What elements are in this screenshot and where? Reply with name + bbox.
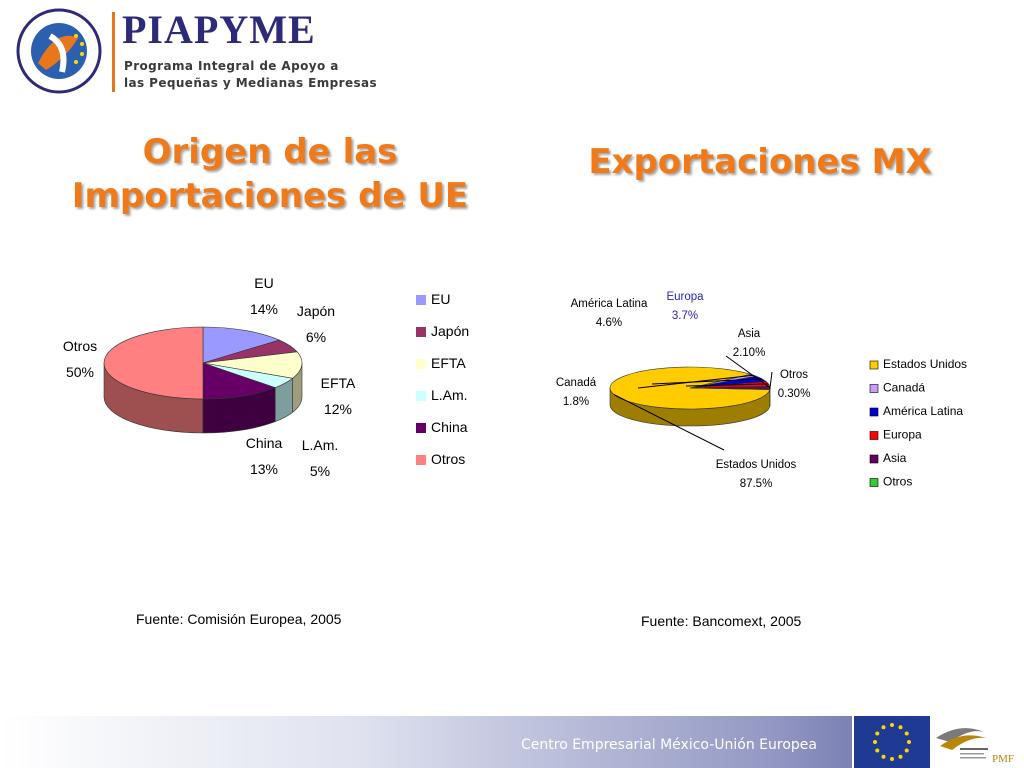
pie-slice-efta [202, 351, 303, 379]
eu-star-icon [898, 754, 903, 759]
data-label-otros: Otros 50% [63, 338, 97, 380]
data-label-europa: Europa 3.7% [666, 291, 704, 322]
logo-subtitle: Programa Integral de Apoyo a las Pequeña… [124, 58, 377, 92]
eu-star-icon [904, 731, 909, 736]
chart-legend: Estados Unidos Canadá América Latina Europa… [869, 357, 967, 489]
eu-star-icon [890, 723, 894, 727]
legend-label-eu: EU [431, 291, 450, 307]
leader-line-america-latina [651, 378, 762, 385]
eu-flag-icon [854, 716, 930, 768]
eu-star-icon [873, 740, 877, 744]
data-label-l-am: L.Am. 5% [302, 437, 339, 479]
leader-line-otros [769, 371, 773, 390]
data-label-estados-unidos: Estados Unidos 87.5% [716, 459, 797, 490]
secretaria-economia-emblem-logo: PMF [930, 716, 1024, 768]
legend-label-asia: Asia [883, 451, 907, 465]
legend-label-estados-unidos: Estados Unidos [883, 357, 967, 371]
eu-star-icon [898, 725, 903, 730]
legend-label-canada: Canadá [883, 381, 925, 395]
legend-swatch-europa [869, 431, 879, 440]
logo-divider [112, 12, 115, 92]
imports-title-line-2: Importaciones de UE [71, 176, 469, 216]
pie-slice-eu [202, 326, 281, 364]
leader-line-asia [725, 355, 771, 389]
imports-title: Origen de las Importaciones de UE [40, 130, 500, 218]
leader-line-europa [685, 383, 769, 387]
data-label-america-latina: América Latina 4.6% [571, 298, 648, 329]
legend-swatch-japon [416, 327, 426, 337]
logo-title: PIAPYME [122, 7, 316, 52]
pie-slice-otros [103, 326, 204, 400]
exports-pie-chart: Estados Unidos 87.5% Canadá 1.8% América Lat… [556, 291, 967, 490]
eu-star-icon [907, 740, 911, 744]
legend-label-europa: Europa [883, 428, 922, 442]
eu-star-icon [904, 748, 909, 753]
legend-swatch-otros [869, 478, 879, 487]
exports-title: Exportaciones MX [588, 142, 932, 182]
legend-swatch-eu [416, 295, 426, 305]
data-label-china: China 13% [246, 435, 283, 477]
centro-empresarial-seal-logo [16, 8, 102, 94]
legend-label-japon: Japón [431, 323, 469, 339]
eu-star-icon [875, 731, 880, 736]
legend-swatch-l-am [416, 391, 426, 401]
legend-swatch-china [416, 423, 426, 433]
data-label-eu: EU 14% [250, 275, 278, 317]
eu-star-icon [881, 754, 886, 759]
imports-source-note: Fuente: Comisión Europea, 2005 [136, 611, 342, 627]
svg-text:PMF: PMF [992, 753, 1014, 765]
imports-title-line-1: Origen de las [142, 132, 398, 172]
leader-line-estados-unidos [613, 394, 725, 451]
footer-text: Centro Empresarial México-Unión Europea [521, 737, 817, 753]
footer-divider [852, 716, 854, 768]
logo-subtitle-line-1: Programa Integral de Apoyo a [124, 59, 339, 73]
legend-label-otros: Otros [883, 475, 912, 489]
legend-label-otros: Otros [431, 451, 465, 467]
legend-swatch-efta [416, 359, 426, 369]
data-label-japon: Japón 6% [297, 303, 335, 345]
pie-slice-china [202, 362, 277, 400]
legend-swatch-estados-unidos [869, 360, 879, 370]
chart-legend: EU Japón EFTA L.Am. China Otros [416, 291, 469, 467]
eu-star-icon [881, 725, 886, 730]
exports-source-note: Fuente: Bancomext, 2005 [641, 613, 802, 629]
legend-label-l-am: L.Am. [431, 387, 468, 403]
data-label-efta: EFTA 12% [321, 375, 356, 417]
eu-star-icon [890, 757, 894, 761]
legend-label-efta: EFTA [431, 355, 466, 371]
data-label-asia: Asia 2.10% [733, 328, 766, 359]
data-label-otros: Otros 0.30% [778, 369, 811, 400]
legend-label-america-latina: América Latina [883, 404, 963, 418]
legend-swatch-america-latina [869, 407, 879, 417]
legend-label-china: China [431, 419, 468, 435]
legend-swatch-canada [869, 384, 879, 393]
logo-subtitle-line-2: las Pequeñas y Medianas Empresas [124, 76, 378, 90]
data-label-canada: Canadá 1.8% [556, 377, 597, 408]
legend-swatch-asia [869, 454, 879, 464]
footer-bar: Centro Empresarial México-Unión Europea … [0, 716, 1024, 768]
legend-swatch-otros [416, 455, 426, 465]
imports-pie-chart: EU 14% Japón 6% EFTA 12% L.Am. 5% China 13% Otros 5… [63, 275, 469, 479]
eu-star-icon [875, 748, 880, 753]
